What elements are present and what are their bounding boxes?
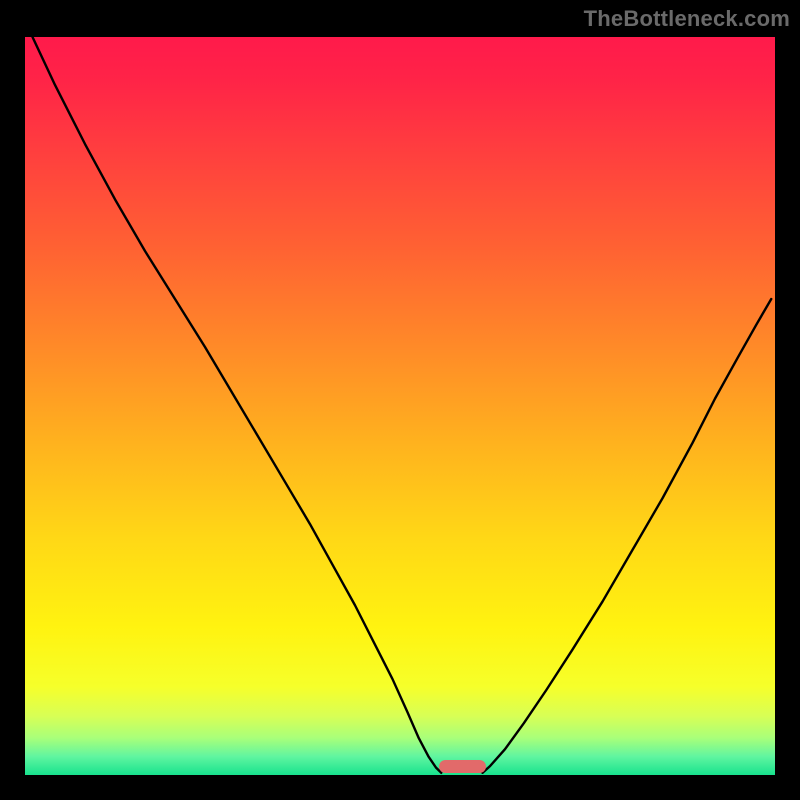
curve-left-branch [33,37,442,773]
bottleneck-marker [439,760,486,773]
bottleneck-curve [25,37,775,775]
watermark-text: TheBottleneck.com [584,6,790,32]
curve-right-branch [483,299,772,773]
chart-plot-area [25,37,775,775]
chart-frame [20,32,780,780]
